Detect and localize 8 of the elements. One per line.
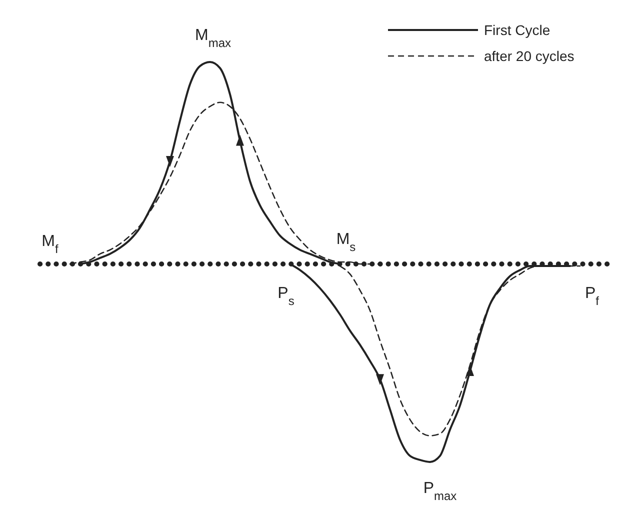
annotation: M$_{f}$ bbox=[42, 233, 59, 256]
annotation: P$_{f}$ bbox=[584, 285, 600, 308]
annotation: P$_{s}$ bbox=[278, 285, 294, 308]
text: after 20 cycles bbox=[484, 48, 574, 64]
text: First Cycle bbox=[484, 22, 550, 38]
text: M$_{max}$ bbox=[195, 27, 231, 50]
text: P$_{max}$ bbox=[423, 480, 457, 503]
annotation: M$_{s}$ bbox=[336, 231, 356, 254]
